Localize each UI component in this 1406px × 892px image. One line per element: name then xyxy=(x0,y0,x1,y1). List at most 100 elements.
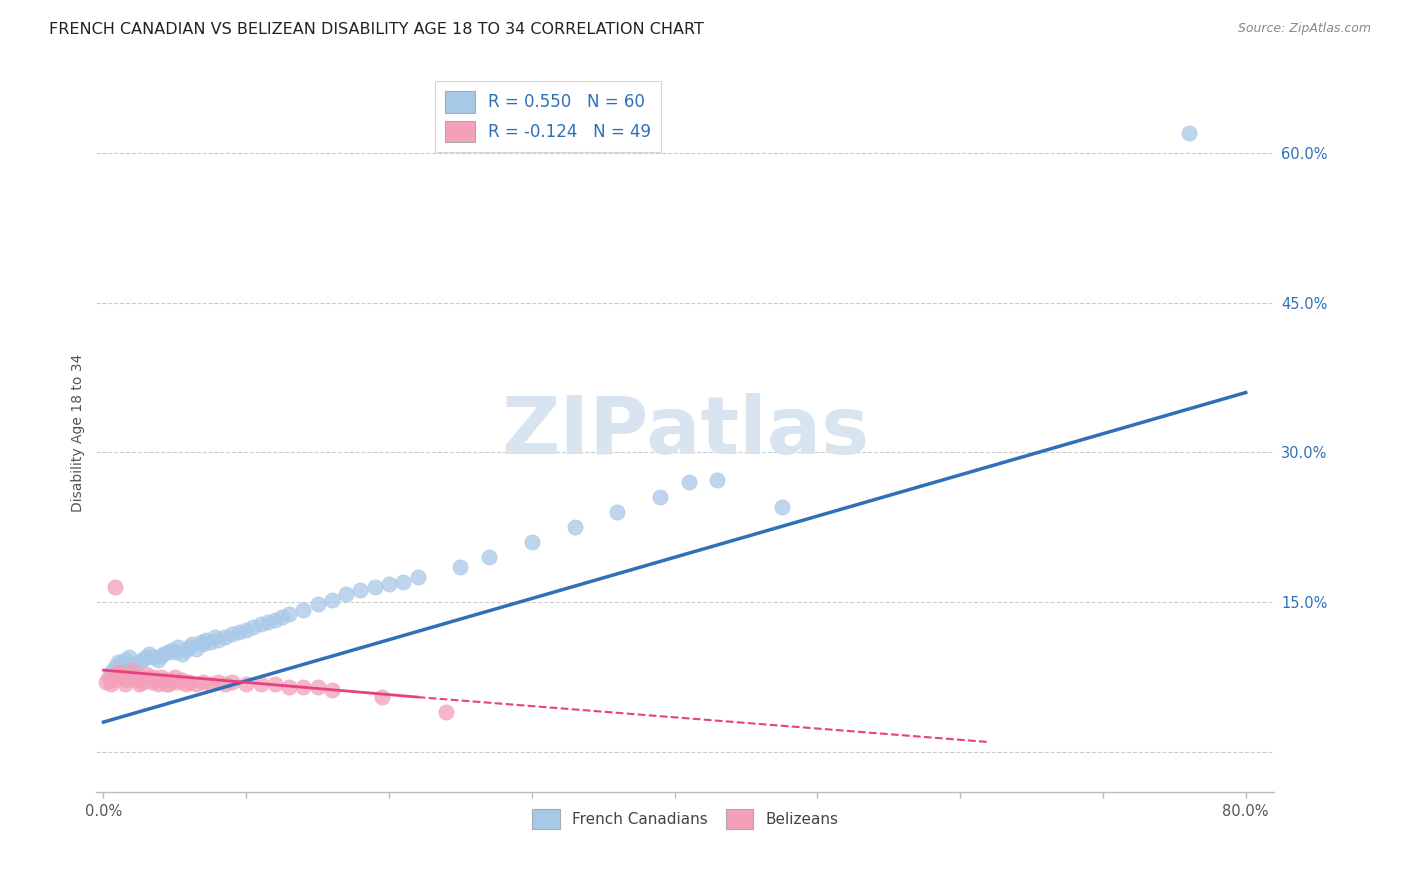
Point xyxy=(392,575,415,590)
Point xyxy=(121,663,143,677)
Point xyxy=(186,677,208,691)
Point xyxy=(155,677,177,691)
Point xyxy=(278,680,301,694)
Point xyxy=(235,623,257,637)
Point xyxy=(163,670,186,684)
Point xyxy=(307,680,329,694)
Legend: French Canadians, Belizeans: French Canadians, Belizeans xyxy=(526,803,845,835)
Point xyxy=(292,603,315,617)
Point xyxy=(96,675,118,690)
Point xyxy=(249,677,271,691)
Point xyxy=(193,637,215,651)
Text: ZIPatlas: ZIPatlas xyxy=(501,393,869,472)
Point xyxy=(204,630,226,644)
Point xyxy=(1177,126,1199,140)
Point xyxy=(278,607,301,622)
Text: FRENCH CANADIAN VS BELIZEAN DISABILITY AGE 18 TO 34 CORRELATION CHART: FRENCH CANADIAN VS BELIZEAN DISABILITY A… xyxy=(49,22,704,37)
Point xyxy=(678,475,700,490)
Point xyxy=(110,657,132,672)
Point xyxy=(478,550,501,565)
Point xyxy=(249,617,271,632)
Point xyxy=(349,583,371,598)
Point xyxy=(263,613,285,627)
Point xyxy=(112,671,135,685)
Point xyxy=(434,705,457,719)
Point xyxy=(156,673,179,687)
Point xyxy=(124,669,146,683)
Point xyxy=(135,650,157,665)
Point xyxy=(152,647,174,661)
Point xyxy=(606,505,628,519)
Point xyxy=(160,673,183,687)
Point xyxy=(221,627,243,641)
Point xyxy=(149,649,172,664)
Point xyxy=(200,635,222,649)
Point xyxy=(132,675,155,690)
Point xyxy=(107,655,129,669)
Point xyxy=(271,610,294,624)
Point xyxy=(292,680,315,694)
Point xyxy=(166,675,188,690)
Point xyxy=(170,673,193,687)
Point xyxy=(176,677,198,691)
Point xyxy=(142,670,165,684)
Point xyxy=(179,675,201,690)
Point xyxy=(170,647,193,661)
Point xyxy=(141,675,163,690)
Point xyxy=(110,667,132,681)
Point xyxy=(104,580,127,594)
Point xyxy=(770,500,793,515)
Point xyxy=(118,667,141,681)
Point xyxy=(156,645,179,659)
Point xyxy=(118,650,141,665)
Point xyxy=(124,657,146,672)
Point xyxy=(321,683,343,698)
Point xyxy=(146,653,169,667)
Point xyxy=(706,474,728,488)
Point xyxy=(143,673,166,687)
Point xyxy=(214,630,236,644)
Point xyxy=(190,635,212,649)
Point xyxy=(152,673,174,687)
Point xyxy=(321,593,343,607)
Point xyxy=(104,660,127,674)
Y-axis label: Disability Age 18 to 34: Disability Age 18 to 34 xyxy=(72,353,86,512)
Point xyxy=(107,665,129,680)
Point xyxy=(520,535,543,549)
Point xyxy=(200,677,222,691)
Point xyxy=(115,673,138,687)
Point xyxy=(129,670,152,684)
Point xyxy=(179,640,201,655)
Point xyxy=(146,677,169,691)
Point xyxy=(114,653,136,667)
Point xyxy=(214,677,236,691)
Point xyxy=(564,520,586,534)
Point xyxy=(100,665,122,680)
Point xyxy=(149,670,172,684)
Point xyxy=(121,660,143,674)
Point xyxy=(256,615,278,630)
Point xyxy=(406,570,429,584)
Point xyxy=(207,633,229,648)
Point xyxy=(135,667,157,681)
Point xyxy=(138,647,160,661)
Point xyxy=(128,655,150,669)
Text: Source: ZipAtlas.com: Source: ZipAtlas.com xyxy=(1237,22,1371,36)
Point xyxy=(650,491,672,505)
Point xyxy=(127,673,149,687)
Point xyxy=(221,675,243,690)
Point xyxy=(378,577,401,591)
Point xyxy=(166,640,188,655)
Point xyxy=(160,643,183,657)
Point xyxy=(142,650,165,665)
Point xyxy=(193,675,215,690)
Point xyxy=(371,690,394,704)
Point xyxy=(228,625,250,640)
Point xyxy=(114,677,136,691)
Point xyxy=(186,642,208,657)
Point xyxy=(101,673,124,687)
Point xyxy=(335,587,357,601)
Point xyxy=(235,677,257,691)
Point xyxy=(207,675,229,690)
Point xyxy=(263,677,285,691)
